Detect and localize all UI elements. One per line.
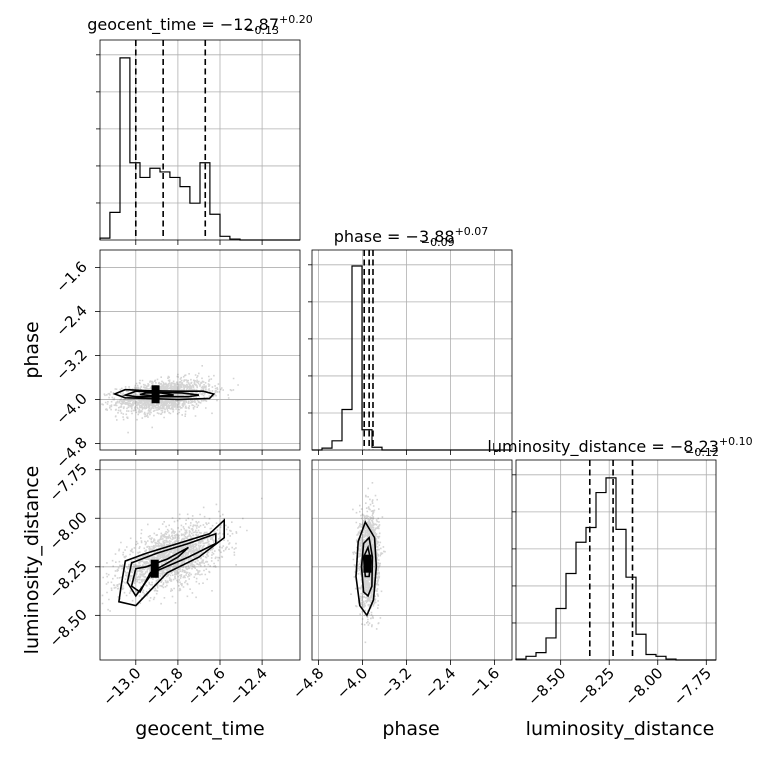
ytick-label-luminosity-distance: −8.25 bbox=[46, 557, 91, 602]
title-luminosity-distance-plus: +0.10 bbox=[719, 435, 753, 448]
panel-luminosity-distance-vs-geocent-time: −8.50−8.25−8.00−7.75−13.0−12.8−12.6−12.4 bbox=[46, 459, 301, 709]
density-peak bbox=[151, 385, 160, 404]
contour-level-1 bbox=[118, 518, 225, 607]
panel-frame bbox=[311, 459, 513, 661]
contour-level-2 bbox=[122, 390, 200, 398]
title-phase-minus: −0.09 bbox=[421, 236, 455, 249]
ylabel-luminosity-distance: luminosity_distance bbox=[21, 466, 43, 655]
title-luminosity-distance-minus: −0.12 bbox=[685, 446, 719, 459]
contour-level-2 bbox=[360, 535, 374, 598]
xlabel-geocent-time: geocent_time bbox=[135, 718, 264, 740]
panel-geocent-time-vs-geocent-time bbox=[96, 39, 301, 245]
panel-phase-vs-phase bbox=[308, 249, 513, 455]
xtick-label-phase: −4.8 bbox=[289, 664, 327, 702]
panel-frame bbox=[311, 249, 513, 451]
panel-frame bbox=[99, 249, 301, 451]
xtick-label-geocent-time: −12.6 bbox=[184, 664, 229, 709]
panel-luminosity-distance-vs-luminosity-distance: −8.50 −8.25 −8.00 −7.75 bbox=[512, 459, 717, 709]
ytick-label-luminosity-distance: −8.50 bbox=[46, 605, 91, 650]
xtick-label-geocent-time: −12.4 bbox=[226, 664, 271, 709]
panel-frame bbox=[99, 39, 301, 241]
ytick-label-luminosity-distance: −8.00 bbox=[46, 508, 91, 553]
title-geocent-time-plus: +0.20 bbox=[279, 13, 313, 26]
title-luminosity-distance-name: luminosity_distance bbox=[487, 437, 646, 457]
xtick-label-phase: −4.0 bbox=[333, 664, 371, 702]
title-phase: phase = −3.88+0.07 −0.09 bbox=[334, 225, 489, 249]
panel-frame bbox=[515, 459, 717, 661]
title-phase-plus: +0.07 bbox=[455, 225, 489, 238]
title-geocent-time-name: geocent_time bbox=[87, 15, 196, 35]
scatter-luminosity-distance-vs-geocent-time bbox=[101, 497, 263, 612]
histogram-geocent-time bbox=[99, 57, 300, 241]
histogram-luminosity-distance bbox=[515, 477, 716, 661]
title-luminosity-distance: luminosity_distance = −8.23+0.10 −0.12 bbox=[487, 435, 752, 459]
panel-phase-vs-geocent-time: −4.8−4.0−3.2−2.4−1.6 bbox=[52, 249, 301, 472]
ylabel-phase: phase bbox=[21, 321, 43, 378]
title-geocent-time: geocent_time = −12.87+0.20 −0.13 bbox=[87, 13, 313, 37]
contour-level-3 bbox=[130, 546, 189, 594]
xtick-label-geocent-time: −12.8 bbox=[141, 664, 186, 709]
xtick-label-luminosity-distance: −8.00 bbox=[621, 664, 666, 709]
xtick-label-luminosity-distance: −8.25 bbox=[573, 664, 618, 709]
xtick-label-geocent-time: −13.0 bbox=[99, 664, 144, 709]
title-geocent-time-eq: = −12.87 bbox=[196, 15, 279, 34]
corner-panels: −4.8−4.0−3.2−2.4−1.6−8.50−8.25−8.00−7.75… bbox=[46, 39, 717, 709]
title-phase-eq: = −3.88 bbox=[382, 227, 455, 246]
scatter-points bbox=[101, 497, 263, 612]
ytick-label-phase: −4.0 bbox=[52, 390, 90, 428]
title-geocent-time-minus: −0.13 bbox=[245, 24, 279, 37]
xtick-label-luminosity-distance: −7.75 bbox=[670, 664, 715, 709]
xlabel-phase: phase bbox=[382, 718, 439, 740]
title-phase-name: phase bbox=[334, 227, 382, 246]
xtick-label-phase: −1.6 bbox=[465, 664, 503, 702]
xtick-label-phase: −3.2 bbox=[377, 664, 415, 702]
contour-level-1 bbox=[112, 388, 216, 401]
density-peak bbox=[150, 559, 159, 578]
ytick-label-phase: −3.2 bbox=[52, 346, 90, 384]
xlabel-luminosity-distance: luminosity_distance bbox=[526, 718, 715, 740]
ytick-label-phase: −1.6 bbox=[52, 258, 90, 296]
xtick-label-phase: −2.4 bbox=[421, 664, 459, 702]
contour-level-1 bbox=[355, 520, 378, 617]
ytick-label-phase: −2.4 bbox=[52, 302, 90, 340]
density-peak bbox=[363, 554, 372, 573]
xtick-label-luminosity-distance: −8.50 bbox=[524, 664, 569, 709]
panel-frame bbox=[99, 459, 301, 661]
panel-luminosity-distance-vs-phase: −4.8 −4.0 −3.2 −2.4 −1.6 bbox=[289, 459, 513, 703]
title-luminosity-distance-eq: = −8.23 bbox=[646, 437, 719, 456]
histogram-phase bbox=[312, 265, 512, 451]
